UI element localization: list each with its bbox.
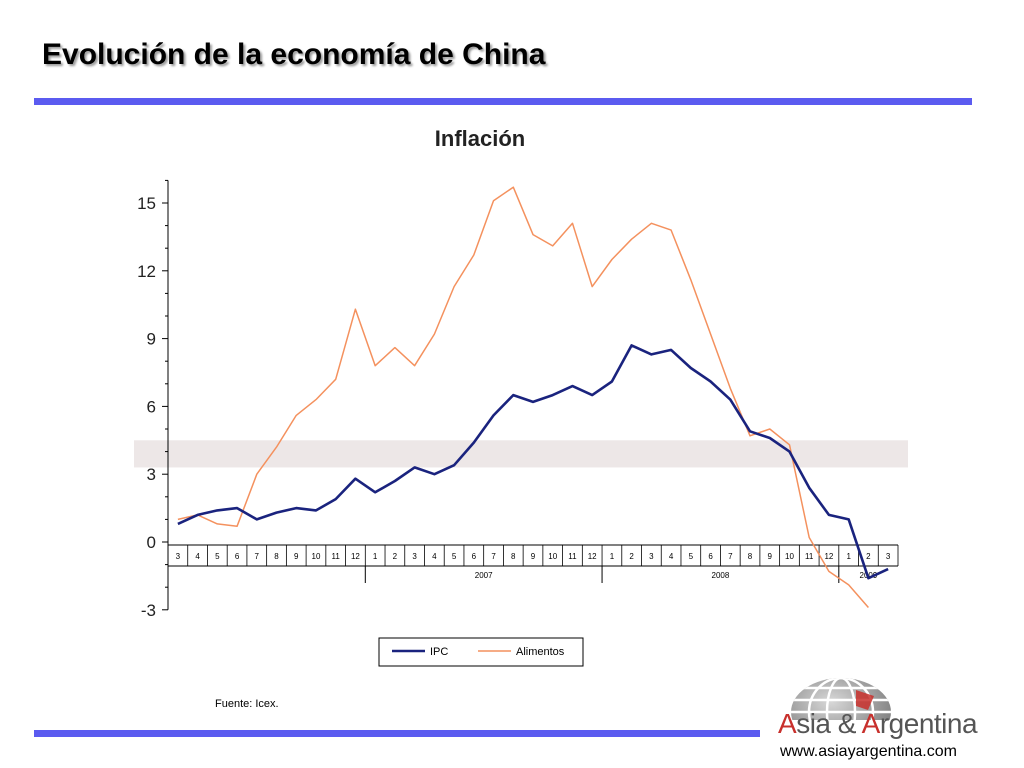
x-tick-label: 4 [195,552,200,561]
x-tick-label: 4 [432,552,437,561]
x-tick-label: 7 [255,552,260,561]
x-tick-label: 1 [373,552,378,561]
x-tick-label: 6 [235,552,240,561]
x-tick-label: 8 [748,552,753,561]
globe-icon [791,678,891,720]
series-line-ipc [177,344,889,580]
y-tick-label: 0 [147,533,156,552]
x-tick-label: 9 [768,552,773,561]
chart-title: Inflación [434,126,526,151]
x-tick-label: 12 [588,552,597,561]
y-tick-label: 6 [147,397,156,416]
legend-label-alimentos: Alimentos [516,646,565,658]
x-tick-label: 11 [332,552,341,561]
x-tick-label: 4 [669,552,674,561]
x-tick-label: 3 [412,552,417,561]
y-tick-label: 12 [137,262,156,281]
x-tick-label: 6 [708,552,713,561]
x-tick-label: 6 [472,552,477,561]
x-tick-label: 10 [312,552,321,561]
x-tick-label: 5 [215,552,220,561]
x-tick-label: 12 [824,552,833,561]
y-tick-label: 9 [147,330,156,349]
x-tick-label: 9 [531,552,536,561]
x-tick-label: 5 [689,552,694,561]
year-label: 2007 [475,571,493,580]
x-tick-label: 12 [351,552,360,561]
x-tick-label: 2 [629,552,634,561]
y-tick-label: 3 [147,465,156,484]
source-note: Fuente: Icex. [215,698,279,710]
x-tick-label: 10 [785,552,794,561]
year-label: 2008 [712,571,730,580]
x-tick-label: 8 [274,552,279,561]
title-divider [34,98,972,105]
slide-title: Evolución de la economía de China [42,38,546,71]
x-tick-label: 11 [568,552,577,561]
x-tick-label: 2 [393,552,398,561]
x-tick-label: 1 [610,552,615,561]
x-tick-label: 7 [728,552,733,561]
series-line-alimentos [177,186,869,608]
x-tick-label: 7 [491,552,496,561]
x-tick-label: 3 [886,552,891,561]
asia-argentina-logo: Asia & Argentina [774,672,984,742]
x-tick-label: 10 [548,552,557,561]
x-tick-label: 8 [511,552,516,561]
x-tick-label: 3 [176,552,181,561]
y-tick-label: -3 [141,601,156,620]
x-tick-label: 9 [294,552,299,561]
legend-label-ipc: IPC [430,646,448,658]
x-tick-label: 1 [846,552,851,561]
logo-wordmark: Asia & Argentina [778,708,978,739]
y-tick-label: 15 [137,194,156,213]
x-tick-label: 2 [866,552,871,561]
website-url: www.asiayargentina.com [780,743,957,760]
x-tick-label: 3 [649,552,654,561]
footer-divider [34,730,760,737]
x-tick-label: 5 [452,552,457,561]
x-tick-label: 11 [805,552,814,561]
